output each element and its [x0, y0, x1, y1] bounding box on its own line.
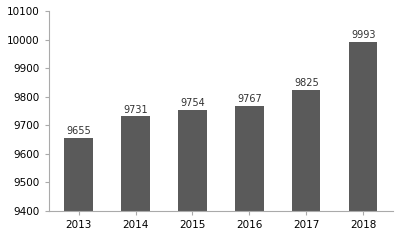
Text: 9754: 9754 [180, 98, 205, 108]
Bar [235, 106, 264, 237]
Bar [178, 110, 207, 237]
Text: 9825: 9825 [294, 78, 319, 88]
Text: 9655: 9655 [66, 126, 91, 137]
Text: 9993: 9993 [351, 30, 376, 40]
Text: 9767: 9767 [237, 94, 262, 105]
Bar [121, 116, 150, 237]
Bar [64, 138, 93, 237]
Text: 9731: 9731 [123, 105, 148, 115]
Bar [349, 41, 378, 237]
Bar [292, 90, 320, 237]
